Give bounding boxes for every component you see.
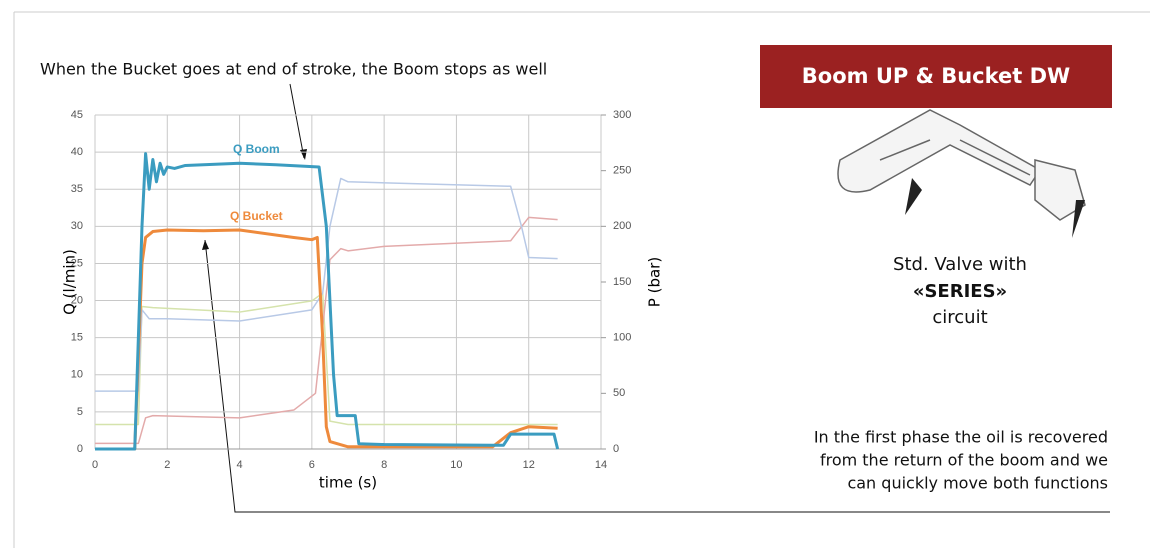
x-tick-label: 14 — [595, 459, 607, 471]
excavator-arm — [838, 110, 1085, 220]
x-tick-label: 6 — [309, 459, 315, 471]
y-tick-label: 15 — [71, 332, 83, 344]
y2-tick-label: 200 — [613, 220, 631, 232]
arrow-head — [300, 149, 307, 160]
y2-tick-label: 50 — [613, 387, 625, 399]
y-tick-label: 35 — [71, 183, 83, 195]
x-tick-label: 2 — [164, 459, 170, 471]
arrow-head — [202, 240, 209, 250]
x-tick-label: 10 — [450, 459, 462, 471]
y-tick-label: 45 — [71, 109, 83, 121]
page: When the Bucket goes at end of stroke, t… — [0, 0, 1150, 548]
note: from the return of the boom and we — [820, 451, 1108, 470]
y2-tick-label: 300 — [613, 109, 631, 121]
slide: When the Bucket goes at end of stroke, t… — [0, 0, 1150, 548]
y-tick-label: 5 — [77, 406, 83, 418]
y2-tick-label: 150 — [613, 276, 631, 288]
series-label: Q Bucket — [230, 209, 283, 223]
y-tick-label: 30 — [71, 220, 83, 232]
x-tick-label: 12 — [523, 459, 535, 471]
y-axis-label: Q (l/min) — [61, 249, 79, 315]
note: can quickly move both functions — [847, 474, 1108, 493]
caption: circuit — [932, 307, 987, 328]
caption: «SERIES» — [913, 281, 1007, 302]
y-tick-label: 10 — [71, 369, 83, 381]
note: In the first phase the oil is recovered — [814, 428, 1108, 447]
y2-tick-label: 250 — [613, 165, 631, 177]
x-tick-label: 4 — [237, 459, 243, 471]
series-label: Q Boom — [233, 142, 280, 156]
y-tick-label: 40 — [71, 146, 83, 158]
x-axis-label: time (s) — [319, 474, 377, 492]
caption: Std. Valve with — [893, 254, 1027, 275]
x-tick-label: 8 — [381, 459, 387, 471]
y2-tick-label: 100 — [613, 332, 631, 344]
motion-arrow — [905, 178, 922, 215]
y2-tick-label: 0 — [613, 443, 619, 455]
pointer-line — [290, 84, 304, 158]
annotation: When the Bucket goes at end of stroke, t… — [40, 60, 547, 79]
y2-axis-label: P (bar) — [646, 257, 664, 307]
x-tick-label: 0 — [92, 459, 98, 471]
y-tick-label: 0 — [77, 443, 83, 455]
slide-title: Boom UP & Bucket DW — [802, 64, 1070, 88]
